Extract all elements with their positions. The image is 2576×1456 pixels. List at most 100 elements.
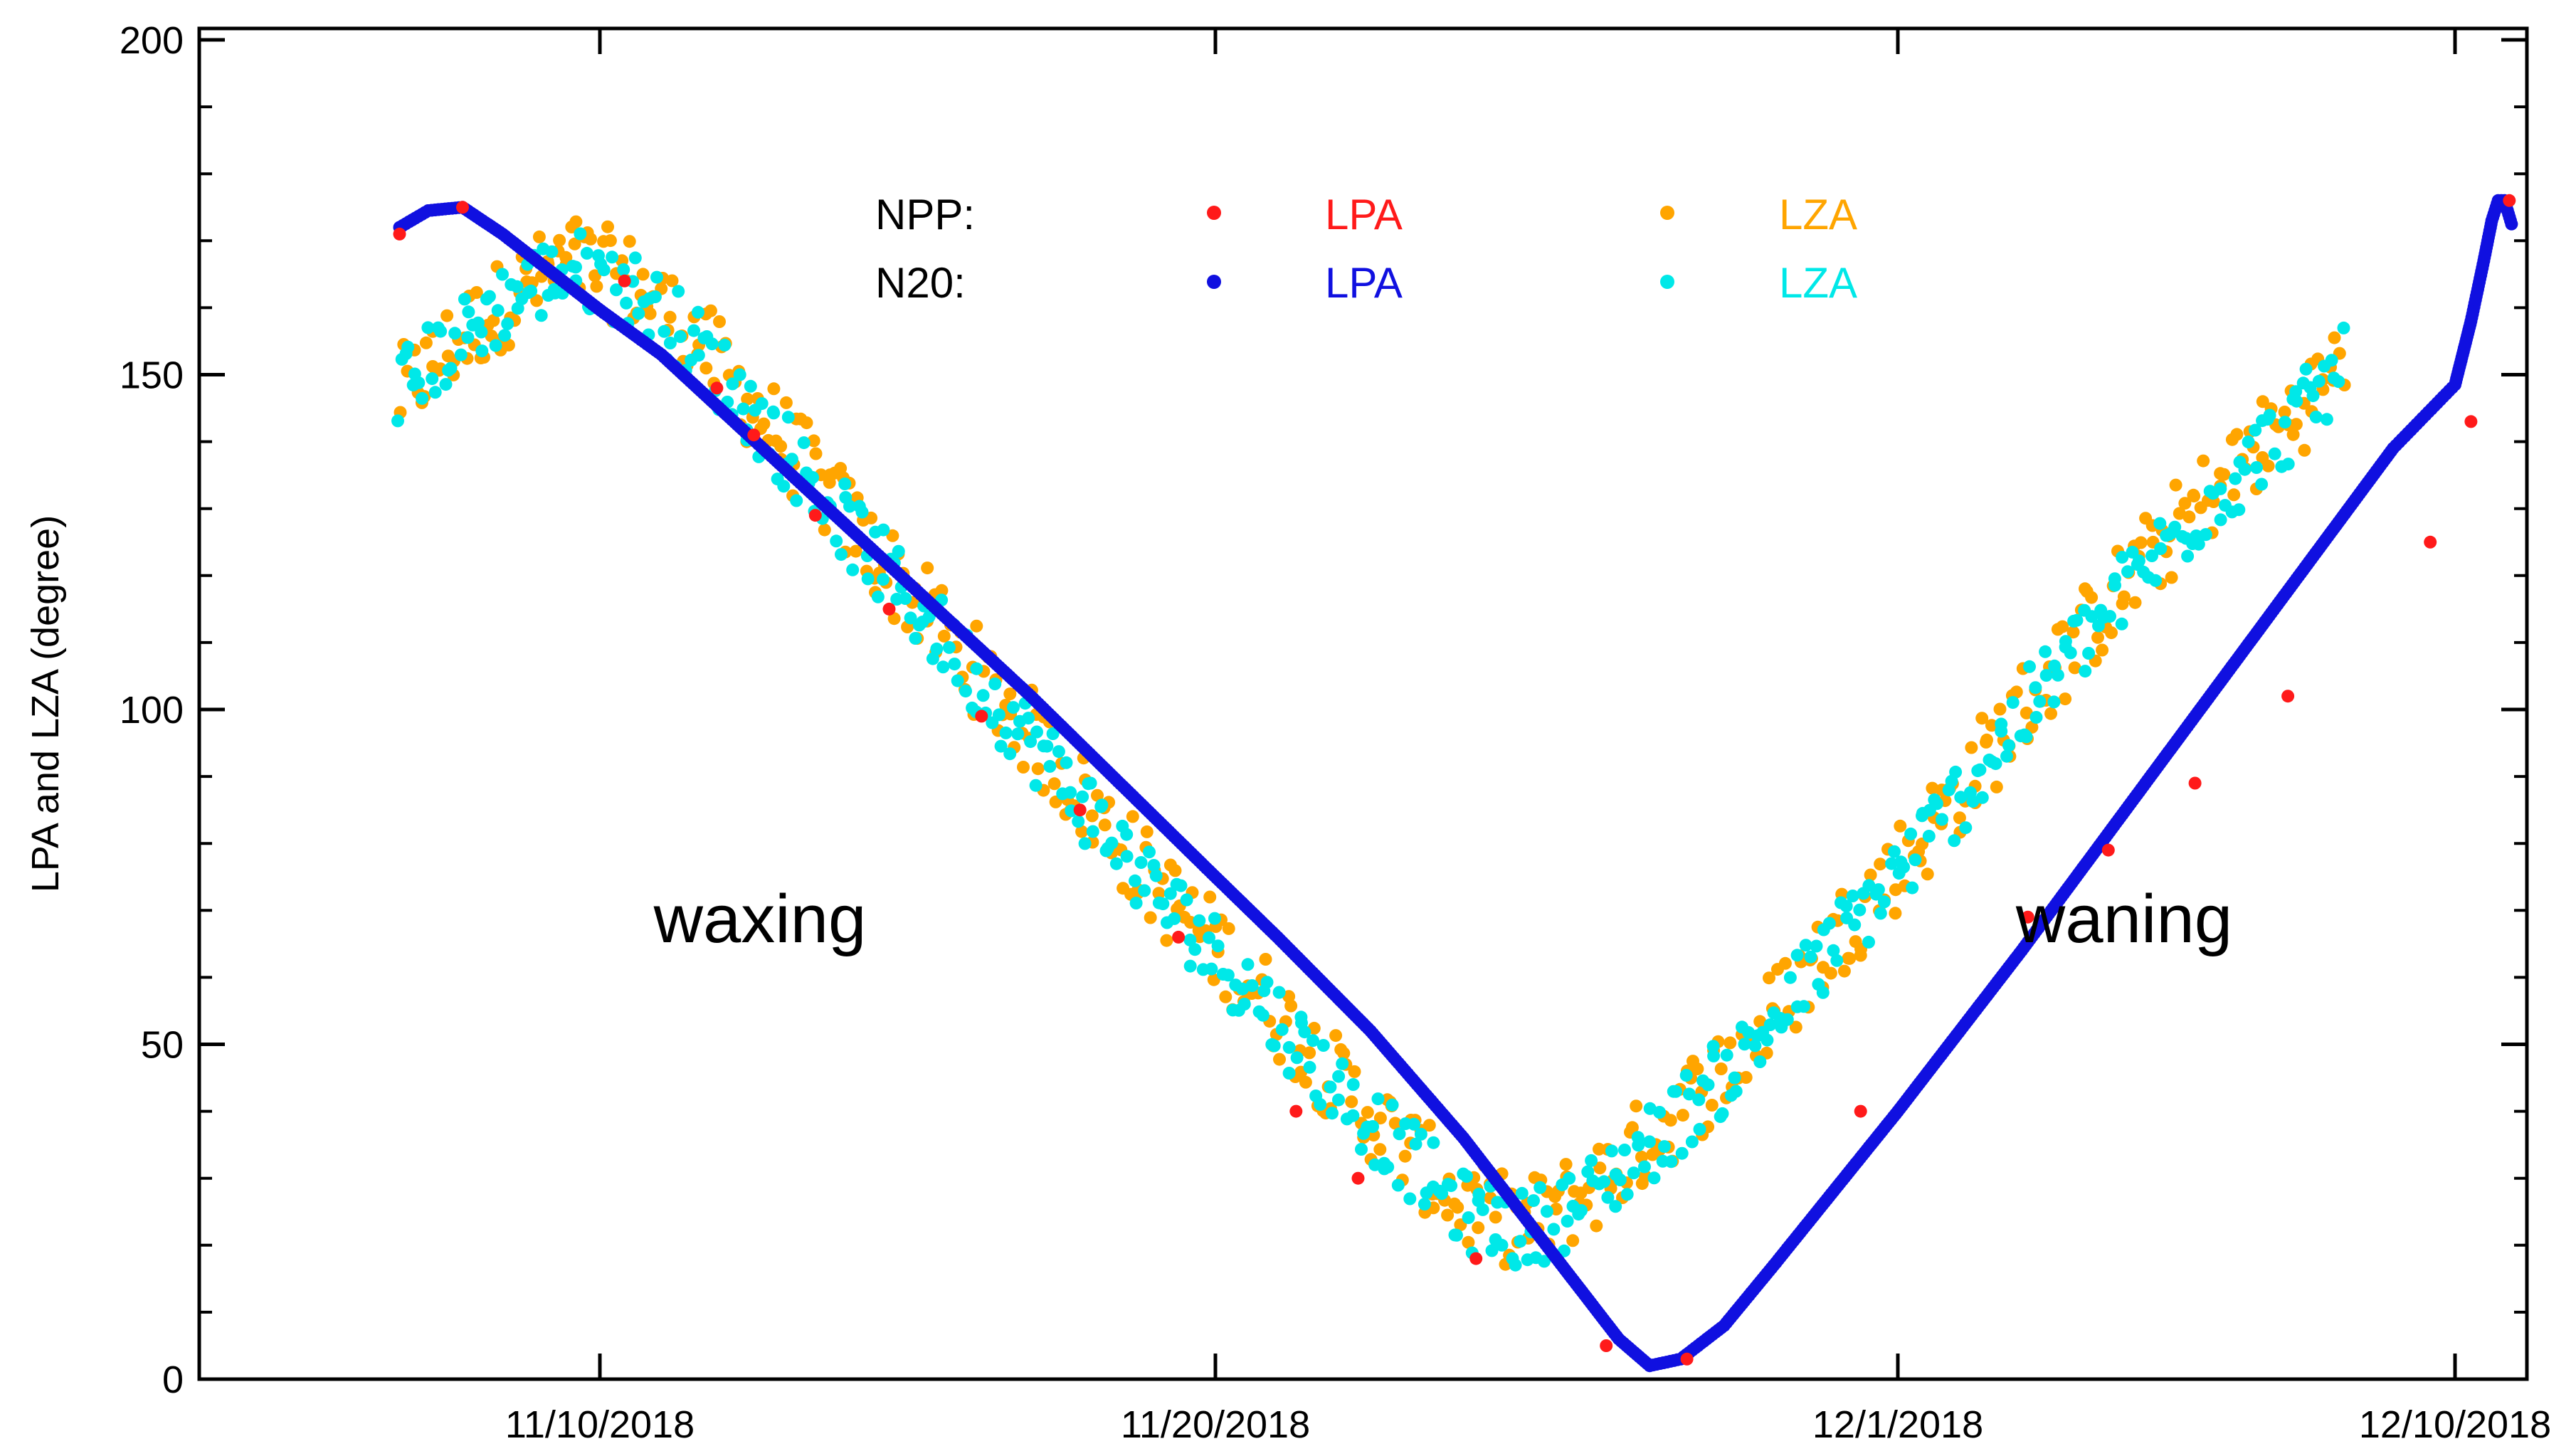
n20-lza-point [1790, 949, 1804, 962]
npp-lza-point [2227, 488, 2241, 502]
npp-lza-point [774, 440, 788, 453]
n20-lza-point [1888, 845, 1901, 858]
legend-label-npp-lza: LZA [1779, 191, 1857, 238]
y-tick-label: 100 [120, 689, 184, 732]
n20-lza-point [1575, 1204, 1588, 1217]
n20-lza-point [1515, 1186, 1529, 1200]
n20-lza-point [1620, 1188, 1634, 1201]
n20-lza-point [2268, 447, 2281, 460]
n20-lza-point [1716, 1107, 1729, 1120]
n20-lza-point [755, 397, 769, 411]
n20-lza-point [1874, 907, 1887, 920]
n20-lza-point [1221, 969, 1235, 982]
n20-lza-point [1706, 1040, 1720, 1053]
n20-lza-point [904, 611, 917, 625]
n20-lza-point [416, 391, 429, 405]
n20-lza-point [1084, 776, 1097, 790]
npp-lpa-point [710, 381, 724, 395]
n20-lza-point [877, 573, 890, 586]
n20-lza-point [1954, 791, 1968, 804]
n20-lza-point [454, 348, 468, 362]
n20-lza-point [1203, 931, 1215, 944]
npp-lza-point [1373, 1112, 1387, 1125]
legend-label-npp-lpa: LPA [1325, 191, 1403, 238]
npp-lza-point [2117, 590, 2131, 603]
n20-lza-point [498, 329, 512, 342]
npp-lza-point [1921, 867, 1934, 881]
n20-lza-point [1783, 971, 1797, 984]
legend-marker-n20-lpa [1207, 275, 1221, 289]
npp-lpa-point [747, 428, 761, 442]
n20-lza-point [2192, 537, 2205, 551]
npp-lza-point [1299, 1075, 1312, 1089]
n20-lza-point [1561, 1215, 1574, 1228]
npp-lza-point [1329, 1029, 1343, 1043]
n20-lza-point [2121, 565, 2134, 579]
n20-lza-point [976, 689, 990, 702]
npp-lza-point [1894, 819, 1907, 833]
n20-lza-point [1011, 727, 1025, 741]
legend-marker-npp-lza [1660, 206, 1674, 220]
n20-lza-point [861, 572, 875, 586]
n20-lza-point [1371, 1092, 1385, 1106]
npp-lza-point [767, 382, 781, 396]
npp-lza-point [1031, 762, 1045, 776]
n20-lza-point [942, 640, 956, 654]
n20-lza-point [909, 632, 922, 645]
n20-lza-point [426, 372, 439, 386]
n20-lza-point [1237, 998, 1251, 1011]
n20-lza-point [1086, 825, 1099, 838]
n20-lza-point [2039, 645, 2052, 658]
n20-lza-point [1260, 976, 1274, 989]
n20-lza-point [2029, 681, 2042, 695]
npp-lza-point [1140, 825, 1154, 838]
npp-lza-point [921, 561, 934, 575]
n20-lza-point [1848, 918, 1862, 932]
npp-lza-point [1441, 1208, 1455, 1222]
n20-lza-point [1408, 1117, 1420, 1131]
n20-lza-point [1072, 815, 1085, 828]
npp-lza-point [2197, 454, 2210, 468]
npp-lpa-point [1289, 1104, 1303, 1118]
n20-lza-point [1149, 869, 1163, 882]
n20-lza-point [2306, 389, 2320, 403]
n20-lza-point [718, 338, 732, 352]
n20-lza-point [1618, 1144, 1631, 1156]
npp-lpa-point [975, 709, 988, 723]
n20-lza-point [1298, 1025, 1311, 1039]
n20-lza-point [806, 470, 820, 484]
n20-lza-point [2299, 362, 2313, 376]
npp-lza-point [818, 523, 831, 537]
n20-lza-point [482, 290, 496, 303]
n20-lza-point [491, 304, 505, 317]
n20-lza-point [1129, 874, 1141, 887]
n20-lza-point [1403, 1192, 1417, 1206]
n20-lza-point [462, 305, 475, 319]
n20-lza-point [2059, 635, 2072, 648]
npp-lza-point [2128, 596, 2142, 609]
n20-lza-point [830, 534, 843, 548]
npp-lza-point [623, 235, 636, 248]
n20-lza-point [439, 378, 453, 391]
n20-lza-point [2108, 572, 2121, 586]
npp-lza-point [1337, 1047, 1351, 1060]
n20-lza-point [838, 478, 852, 490]
n20-lza-point [1738, 1038, 1751, 1051]
n20-lza-point [1563, 1171, 1576, 1185]
legend-row-n20-label: N20: [875, 259, 966, 307]
n20-lza-point [1272, 986, 1286, 999]
n20-lza-point [1897, 860, 1911, 874]
n20-lza-point [1846, 890, 1859, 902]
npp-lza-point [1361, 1106, 1374, 1119]
npp-lza-point [1472, 1221, 1485, 1235]
n20-lza-point [1336, 1057, 1349, 1070]
npp-lpa-point [808, 509, 822, 522]
n20-lza-point [658, 325, 671, 338]
npp-lza-point [1222, 922, 1235, 935]
n20-lza-point [2290, 394, 2303, 408]
n20-lza-point [1949, 765, 1963, 779]
n20-lza-point [1129, 897, 1143, 909]
n20-lza-point [1174, 879, 1188, 892]
n20-lza-point [1450, 1228, 1463, 1242]
npp-lza-point [603, 234, 617, 248]
